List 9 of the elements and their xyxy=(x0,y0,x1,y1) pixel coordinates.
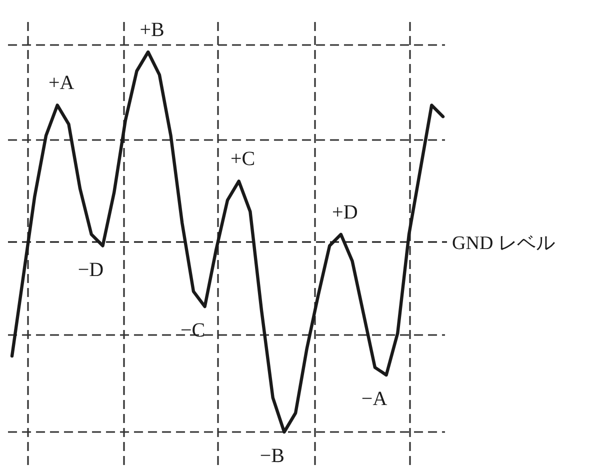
text: −B xyxy=(260,445,285,467)
annotation: +C xyxy=(230,148,256,170)
annotation: −C xyxy=(180,320,206,342)
text: +B xyxy=(140,19,164,41)
annotation: −A xyxy=(361,388,388,410)
annotation: −D xyxy=(78,258,104,281)
annotation: +D xyxy=(332,201,358,224)
annotation: +A xyxy=(48,72,75,94)
ref-line-label: GND レベル xyxy=(452,233,555,254)
